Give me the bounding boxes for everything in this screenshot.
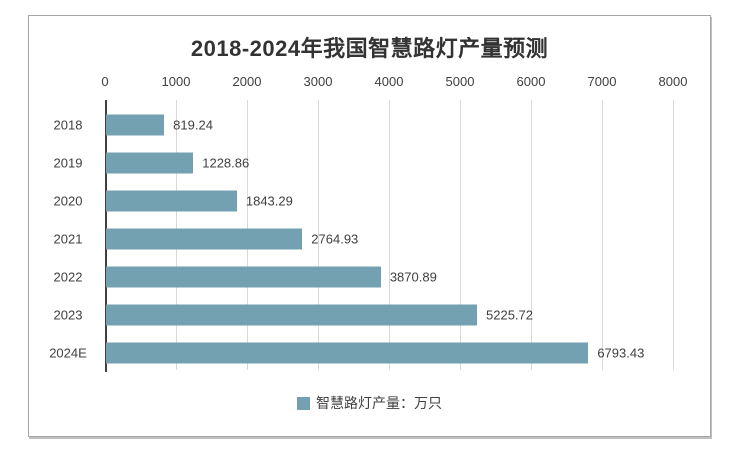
chart-title: 2018-2024年我国智慧路灯产量预测 xyxy=(190,36,549,61)
chart-panel: 2018-2024年我国智慧路灯产量预测 0 1000 2000 3000 4000 50… xyxy=(28,15,711,437)
x-tick-label: 6000 xyxy=(516,74,546,89)
x-tick-label: 5000 xyxy=(445,74,475,89)
y-axis-category-label: 2024E xyxy=(49,345,87,360)
x-tick-label: 0 xyxy=(101,74,109,89)
gridline xyxy=(318,100,319,370)
bar xyxy=(106,342,589,363)
bar-value-label: 819.24 xyxy=(173,117,213,132)
y-axis-category-label: 2021 xyxy=(53,231,83,246)
x-tick-label: 1000 xyxy=(161,74,191,89)
bar-value-label: 3870.89 xyxy=(389,269,437,284)
legend-label: 智慧路灯产量：万只 xyxy=(316,395,442,411)
bar-value-label: 5225.72 xyxy=(486,307,534,322)
y-axis-category-label: 2022 xyxy=(53,269,83,284)
gridline xyxy=(602,100,603,370)
gridline xyxy=(531,100,532,370)
y-axis-category-label: 2019 xyxy=(53,155,83,170)
x-tick-label: 4000 xyxy=(374,74,404,89)
gridline xyxy=(389,100,390,370)
bar xyxy=(106,266,381,287)
bar xyxy=(106,304,478,325)
gridline xyxy=(673,100,674,370)
bar xyxy=(106,228,303,249)
bar-value-label: 1228.86 xyxy=(202,155,250,170)
x-tick-label: 2000 xyxy=(232,74,262,89)
x-tick-label: 3000 xyxy=(303,74,333,89)
x-tick-label: 7000 xyxy=(587,74,617,89)
bar xyxy=(106,114,165,135)
y-axis-category-label: 2023 xyxy=(53,307,83,322)
x-tick-label: 8000 xyxy=(658,74,688,89)
y-axis-category-label: 2020 xyxy=(53,193,83,208)
bar xyxy=(106,152,194,173)
gridline xyxy=(460,100,461,370)
bar-value-label: 2764.93 xyxy=(311,231,359,246)
legend-swatch xyxy=(297,396,310,410)
bar xyxy=(106,190,237,211)
bar-value-label: 1843.29 xyxy=(245,193,293,208)
y-axis-category-label: 2018 xyxy=(53,117,83,132)
bar-value-label: 6793.43 xyxy=(597,345,645,360)
legend: 智慧路灯产量：万只 xyxy=(29,393,710,413)
